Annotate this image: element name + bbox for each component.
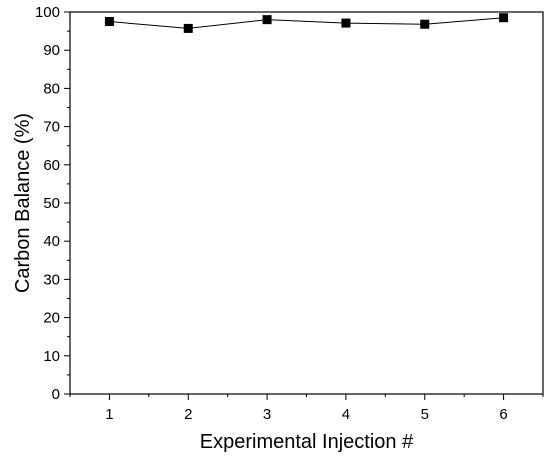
data-point-marker <box>104 17 114 27</box>
y-tick-label: 80 <box>43 80 60 97</box>
x-axis-title: Experimental Injection # <box>200 431 414 453</box>
series-layer <box>104 13 509 33</box>
data-point-marker <box>499 13 509 23</box>
y-tick-label: 90 <box>43 42 60 59</box>
series-line <box>109 17 504 29</box>
y-tick-label: 100 <box>35 4 60 21</box>
y-axis-title: Carbon Balance (%) <box>12 113 34 293</box>
x-tick-label: 2 <box>184 406 192 423</box>
data-point-marker <box>183 23 193 33</box>
y-axis-ticks: 0 10 20 30 40 50 60 70 80 90 100 <box>35 4 70 403</box>
plot-frame <box>69 11 544 395</box>
x-tick-label: 5 <box>421 406 429 423</box>
data-point-marker <box>262 15 272 25</box>
y-tick-label: 0 <box>52 386 60 403</box>
y-tick-label: 50 <box>43 195 60 212</box>
x-axis-ticks: 1 2 3 4 5 6 <box>69 394 544 423</box>
data-point-marker <box>341 18 351 28</box>
x-tick-label: 3 <box>263 406 271 423</box>
y-tick-label: 40 <box>43 233 60 250</box>
y-tick-label: 60 <box>43 157 60 174</box>
y-tick-label: 10 <box>43 348 60 365</box>
y-tick-label: 20 <box>43 310 60 327</box>
y-tick-label: 70 <box>43 119 60 136</box>
x-tick-label: 6 <box>499 406 507 423</box>
x-tick-label: 1 <box>105 406 113 423</box>
y-tick-label: 30 <box>43 271 60 288</box>
data-point-marker <box>420 19 430 29</box>
x-tick-label: 4 <box>342 406 350 423</box>
plot-border <box>69 11 544 395</box>
